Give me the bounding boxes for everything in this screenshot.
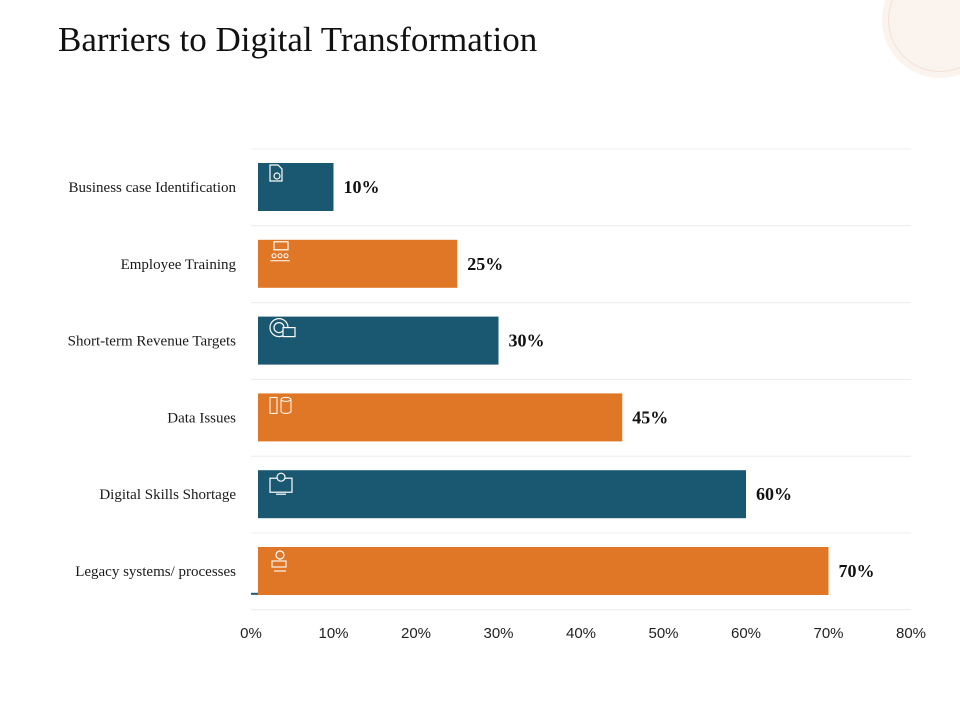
settings-network-icon [271,550,287,572]
x-tick-label: 10% [318,625,348,642]
x-tick-label: 30% [483,625,513,642]
x-tick-label: 60% [731,625,761,642]
bar [258,316,499,365]
category-label: Data Issues [167,410,236,426]
bar [258,163,334,211]
value-label: 25% [467,254,503,274]
labels: Business case Identification 10% Employee … [68,177,875,581]
page-title: Barriers to Digital Transformation [58,20,538,59]
target-briefcase-icon [269,318,296,338]
value-label: 45% [632,407,668,427]
bar [258,393,623,442]
document-search-icon [269,164,283,182]
bar [258,239,458,288]
team-board-icon [270,241,290,262]
x-tick-label: 50% [648,625,678,642]
value-label: 10% [344,177,380,197]
value-label: 30% [509,331,545,351]
bar [258,547,829,595]
category-label: Employee Training [121,257,237,273]
x-tick-label: 20% [401,625,431,642]
x-tick-label: 80% [896,625,926,642]
bar [258,470,746,519]
x-tick-label: 70% [813,625,843,642]
category-label: Legacy systems/ processes [75,564,236,580]
value-label: 60% [756,484,792,504]
category-label: Short-term Revenue Targets [68,334,237,350]
grid-lines [251,148,911,611]
x-tick-label: 40% [566,625,596,642]
computer-gear-icon [269,472,293,495]
category-label: Digital Skills Shortage [99,487,236,503]
category-label: Business case Identification [69,180,237,196]
x-tick-label: 0% [240,625,262,642]
x-axis-ticks: 0% 10% 20% 30% 40% 50% 60% 70% 80% [240,625,926,642]
bar-icons [269,164,296,572]
database-icon [269,396,292,414]
bars [258,163,829,595]
value-label: 70% [839,561,875,581]
